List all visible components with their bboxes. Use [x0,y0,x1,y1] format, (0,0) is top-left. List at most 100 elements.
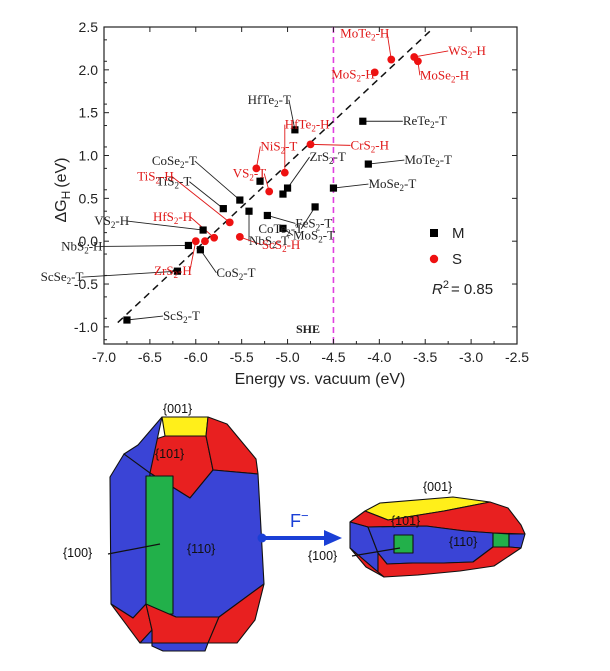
data-label: WS2-H [448,43,486,60]
left-facet-bottom-right [207,583,265,644]
label-leader [267,215,296,224]
right-facet-side-right [508,533,526,549]
x-tick-label: -3.0 [459,349,483,365]
label-leader [414,50,449,58]
data-point-s [252,164,261,173]
r-squared-annotation: R2 = 0.85 [432,279,493,298]
x-tick-label: -5.0 [275,349,299,365]
data-point-s [280,168,289,177]
x-tick-label: -3.5 [413,349,437,365]
data-label: ScS2-T [163,308,200,325]
y-axis-label-group: ΔGH (eV) [53,157,73,222]
data-point-m [196,246,204,254]
label-leader [126,315,163,321]
x-tick-label: -5.5 [230,349,254,365]
data-point-m [359,117,367,125]
right-label-101: {101} [391,514,420,528]
label-leader [239,236,262,246]
right-crystal [349,496,526,578]
right-label-110: {110} [449,535,477,549]
label-leader [171,175,231,223]
label-leader [81,270,178,278]
data-label: HfS2-H [153,209,192,226]
data-point-m [329,184,338,192]
data-label: MoSe2-H [420,67,469,84]
data-point-m [311,203,319,211]
label-leader [194,160,241,201]
data-point-m [364,160,372,168]
data-point-m [279,224,287,232]
arrow-label: F− [290,508,309,531]
y-tick-label: 0.5 [79,190,99,206]
legend-marker-s [429,254,439,264]
data-point-m [173,267,182,275]
x-tick-label: -2.5 [505,349,529,365]
data-point-m [291,126,299,134]
data-label: CoSe2-T [152,153,197,170]
data-point-m [184,241,193,250]
data-label: ZrS2-H [154,263,192,280]
legend: M S [429,225,465,268]
data-label: MoS2-H [331,66,375,83]
label-leader [189,241,197,272]
data-point-s [225,218,234,227]
data-point-s [210,233,219,242]
data-label: MoTe2-H [340,26,389,43]
y-tick-label: 1.0 [79,148,99,164]
x-tick-label: -6.0 [184,349,208,365]
label-leader [287,156,310,189]
y-axis-label-subscript: H [59,191,73,200]
data-point-s [306,140,315,149]
legend-label-s: S [452,251,462,268]
r-squared-symbol: R [432,281,443,298]
legend-marker-m [430,229,438,237]
x-tick-label: -4.0 [367,349,391,365]
left-facet-101-right [205,416,259,475]
data-point-s [265,187,274,196]
data-labels: ScS2-T ScSe2-T NbS2-H VS2-H CoS2-T TiS2-T CoSe… [41,26,486,325]
data-point-s [370,68,379,77]
she-label: SHE [296,322,320,336]
data-point-m [279,190,287,198]
right-facet-100-right [492,532,510,548]
left-facet-001-top [161,416,209,437]
x-axis-ticks: -7.0 -6.5 -6.0 -5.5 -5.0 -4.5 -4.0 -3.5 -3.0 -2.5 [92,27,529,365]
data-label: TiS2-T [156,174,191,191]
arrow-head-icon [324,530,342,546]
left-label-001: {001} [163,402,192,416]
left-label-101: {101} [155,447,184,461]
y-tick-label: -1.0 [74,319,98,335]
data-point-s [235,233,244,241]
y-tick-label: -0.5 [74,276,98,292]
y-axis-label-symbol: ΔG [53,199,70,222]
y-tick-label: 2.0 [79,62,99,78]
data-points [123,53,422,324]
data-label: NiS2-T [260,138,297,155]
data-label: MoS2-T [293,227,335,244]
data-label: NbS2-H [61,238,102,255]
data-point-m [199,226,207,234]
y-axis-label-unit: (eV) [53,157,70,187]
left-crystal [109,416,265,652]
x-axis-label: Energy vs. vacuum (eV) [235,371,406,388]
legend-label-m: M [452,225,465,242]
data-label: NbS2-T [249,233,289,250]
data-label: MoSe2-T [368,176,416,193]
data-point-m [245,207,253,215]
y-tick-label: 2.5 [79,19,99,35]
data-point-s [387,55,396,64]
data-point-m [263,211,271,220]
left-100-leader [107,543,161,555]
data-label: ScSe2-T [41,269,84,286]
data-label: FeS2-T [295,215,332,232]
data-label: VS2-T [233,165,266,182]
data-point-s [191,237,200,246]
y-axis-ticks: -1.0 -0.5 0.0 0.5 1.0 1.5 2.0 2.5 [74,19,517,341]
data-point-m [283,184,292,192]
label-leader [333,183,369,189]
left-label-100: {100} [63,546,92,560]
fluoride-arrow: F− [257,508,342,546]
label-leader [189,181,224,209]
scatter-chart: -7.0 -6.5 -6.0 -5.5 -5.0 -4.5 -4.0 -3.5 -3.0 -2.5… [41,19,530,388]
